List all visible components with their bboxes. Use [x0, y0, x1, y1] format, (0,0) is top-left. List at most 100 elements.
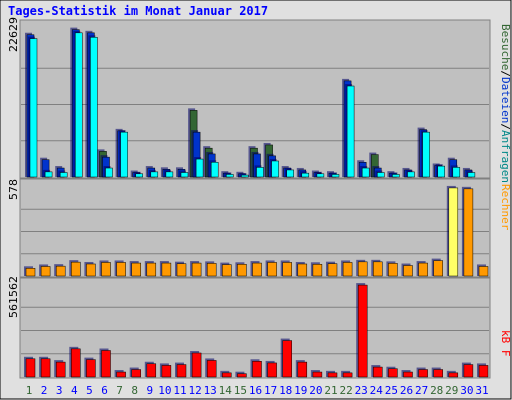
sites-bar-18 [282, 262, 292, 277]
sites-bar-25 [388, 263, 398, 277]
sites-bar-3 [55, 265, 66, 277]
sites-bar-24 [373, 261, 383, 277]
x-tick-label-22: 22 [339, 384, 352, 397]
grid-lines [21, 67, 489, 355]
sites-bar-6 [101, 262, 111, 277]
legend-besuche: Besuche [499, 24, 512, 70]
legend-slash-1: / [499, 70, 512, 77]
kbf-bar-20 [312, 371, 323, 378]
sites-bar-20 [312, 264, 323, 277]
x-tick-label-21: 21 [324, 384, 337, 397]
sites-bar-26 [403, 265, 413, 277]
sites-bar-9 [146, 262, 157, 277]
hits-bar-anfragen-22 [346, 85, 355, 178]
legend-kbf: kB F [499, 330, 512, 357]
hits-bar-anfragen-6 [105, 167, 113, 178]
sites-bar-13 [206, 263, 217, 277]
sites-panel [19, 178, 491, 278]
kbf-bar-15 [237, 373, 247, 378]
hits-bar-anfragen-16 [256, 167, 264, 178]
x-tick-label-8: 8 [131, 384, 138, 397]
x-tick-label-26: 26 [400, 384, 413, 397]
x-tick-label-28: 28 [430, 384, 443, 397]
hits-bar-anfragen-1 [29, 38, 38, 178]
kbf-bar-27 [418, 369, 428, 378]
sites-bar-21 [327, 263, 338, 277]
sites-bar-12 [191, 262, 202, 277]
hits-bar-anfragen-5 [90, 37, 98, 178]
sites-bar-15 [237, 264, 247, 277]
kbf-bar-11 [176, 364, 187, 378]
sites-bar-29 [448, 187, 459, 277]
x-tick-label-1: 1 [26, 384, 33, 397]
legend-slash-2: / [499, 123, 512, 130]
hits-bar-anfragen-30 [467, 172, 476, 178]
kbf-bar-5 [86, 359, 96, 378]
sites-bar-28 [433, 260, 443, 277]
sites-bar-11 [176, 263, 187, 277]
kbf-bar-1 [25, 358, 36, 378]
bars-layer [24, 27, 489, 378]
x-tick-label-4: 4 [71, 384, 78, 397]
x-tick-label-9: 9 [146, 384, 153, 397]
x-tick-label-20: 20 [309, 384, 322, 397]
sites-bar-22 [342, 262, 353, 277]
kbf-bar-16 [252, 361, 262, 378]
sites-bar-27 [418, 262, 428, 277]
sites-bar-30 [463, 188, 474, 277]
kbf-bar-7 [116, 371, 126, 378]
hits-bar-anfragen-19 [301, 172, 310, 178]
hits-bar-anfragen-25 [392, 174, 400, 178]
x-tick-label-12: 12 [188, 384, 201, 397]
kbf-bar-12 [191, 352, 202, 378]
kbf-bar-28 [433, 369, 443, 378]
sites-bar-4 [71, 261, 81, 277]
x-tick-label-29: 29 [445, 384, 458, 397]
x-tick-label-14: 14 [219, 384, 233, 397]
x-tick-label-5: 5 [86, 384, 93, 397]
x-tick-label-3: 3 [56, 384, 63, 397]
hits-bar-anfragen-15 [241, 174, 249, 178]
kbf-bar-23 [357, 284, 368, 378]
sites-bar-10 [161, 262, 172, 277]
x-tick-label-16: 16 [249, 384, 262, 397]
x-tick-label-13: 13 [204, 384, 217, 397]
x-tick-label-10: 10 [158, 384, 171, 397]
hits-bar-anfragen-29 [452, 167, 461, 178]
x-tick-label-31: 31 [475, 384, 488, 397]
kbf-bar-10 [161, 365, 172, 378]
sites-bar-2 [40, 266, 51, 277]
sites-bar-7 [116, 262, 126, 277]
kbf-bar-24 [373, 366, 383, 378]
hits-bar-anfragen-18 [286, 169, 294, 178]
hits-bar-anfragen-21 [331, 174, 340, 178]
sites-bar-23 [357, 261, 368, 277]
x-tick-label-11: 11 [173, 384, 186, 397]
x-tick-label-24: 24 [370, 384, 384, 397]
legend-anfragen: Anfragen [499, 130, 512, 183]
hits-max-label: 22629 [7, 17, 20, 52]
x-tick-label-27: 27 [415, 384, 428, 397]
x-tick-label-18: 18 [279, 384, 292, 397]
chart-title: Tages-Statistik im Monat Januar 2017 [8, 4, 268, 18]
sites-bar-8 [131, 262, 141, 277]
hits-bar-anfragen-4 [75, 32, 83, 178]
x-tick-label-15: 15 [234, 384, 247, 397]
hits-bar-anfragen-8 [135, 173, 143, 178]
sites-bar-14 [222, 264, 232, 277]
sites-bar-1 [25, 268, 36, 277]
kbf-bar-13 [206, 360, 217, 378]
hits-bar-anfragen-23 [361, 167, 370, 178]
kbf-bar-2 [40, 358, 51, 378]
sites-bar-19 [297, 263, 308, 277]
hits-legend: Besuche/Dateien/Anfragen [499, 24, 512, 183]
kbf-bar-3 [55, 361, 66, 378]
hits-bar-anfragen-9 [150, 171, 159, 178]
x-tick-label-17: 17 [264, 384, 277, 397]
kbf-bar-21 [327, 372, 338, 378]
x-tick-label-23: 23 [355, 384, 368, 397]
kbf-bar-18 [282, 340, 292, 378]
hits-bar-anfragen-11 [180, 172, 189, 178]
x-axis-labels: 1 2 3 4 5 6 7 8 9 10 11 12 13 14 15 16 17 18 19 20 21 22 23 24 2… [26, 384, 489, 397]
